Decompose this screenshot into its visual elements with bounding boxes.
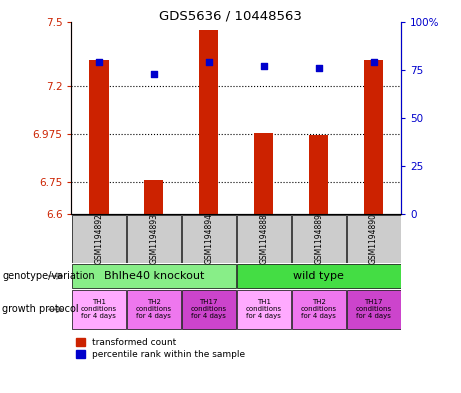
Text: genotype/variation: genotype/variation: [2, 271, 95, 281]
Text: TH2
conditions
for 4 days: TH2 conditions for 4 days: [301, 299, 337, 320]
Bar: [292, 290, 346, 329]
Bar: [254, 133, 273, 214]
Bar: [182, 215, 236, 263]
Text: TH17
conditions
for 4 days: TH17 conditions for 4 days: [191, 299, 227, 320]
Bar: [127, 290, 181, 329]
Text: GSM1194889: GSM1194889: [314, 213, 323, 264]
Point: [370, 59, 377, 65]
Bar: [347, 215, 401, 263]
Bar: [237, 290, 290, 329]
Point: [205, 59, 213, 65]
Text: growth protocol: growth protocol: [2, 305, 79, 314]
Bar: [292, 215, 346, 263]
Point: [95, 59, 103, 65]
Bar: [72, 264, 236, 288]
Text: GSM1194890: GSM1194890: [369, 213, 378, 264]
Text: wild type: wild type: [293, 271, 344, 281]
Text: GSM1194893: GSM1194893: [149, 213, 159, 264]
Bar: [89, 60, 108, 214]
Text: TH2
conditions
for 4 days: TH2 conditions for 4 days: [136, 299, 172, 320]
Bar: [237, 215, 290, 263]
Text: TH1
conditions
for 4 days: TH1 conditions for 4 days: [81, 299, 117, 320]
Bar: [182, 290, 236, 329]
Text: TH17
conditions
for 4 days: TH17 conditions for 4 days: [355, 299, 392, 320]
Point: [260, 63, 267, 69]
Text: GSM1194892: GSM1194892: [95, 213, 103, 264]
Point: [150, 70, 158, 77]
Bar: [309, 135, 328, 214]
Bar: [236, 264, 401, 288]
Text: Bhlhe40 knockout: Bhlhe40 knockout: [104, 271, 204, 281]
Text: GSM1194888: GSM1194888: [259, 213, 268, 264]
Text: GDS5636 / 10448563: GDS5636 / 10448563: [159, 10, 302, 23]
Bar: [127, 215, 181, 263]
Text: GSM1194894: GSM1194894: [204, 213, 213, 264]
Point: [315, 65, 322, 71]
Bar: [144, 180, 164, 214]
Bar: [72, 215, 126, 263]
Bar: [347, 290, 401, 329]
Text: TH1
conditions
for 4 days: TH1 conditions for 4 days: [246, 299, 282, 320]
Legend: transformed count, percentile rank within the sample: transformed count, percentile rank withi…: [76, 338, 245, 359]
Bar: [72, 290, 126, 329]
Bar: [364, 60, 383, 214]
Bar: [199, 30, 219, 214]
